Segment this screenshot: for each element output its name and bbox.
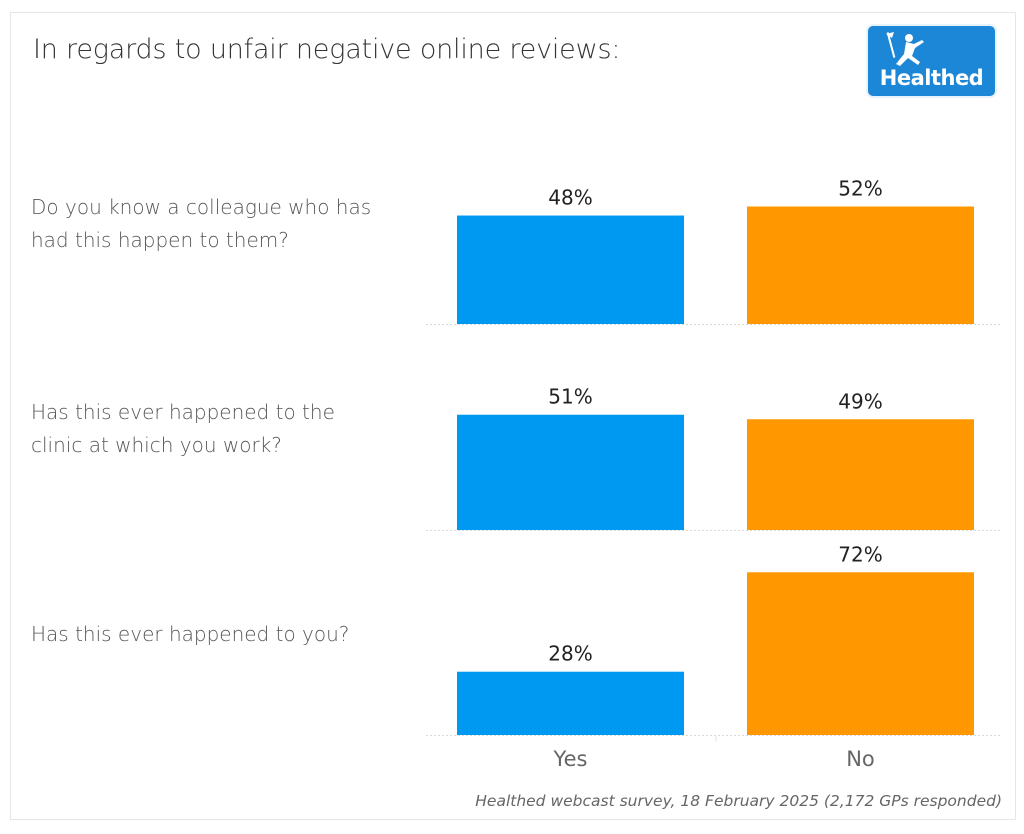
- healthed-logo: Healthed: [866, 24, 997, 98]
- runner-figure-icon: [886, 32, 924, 66]
- bar-1-no: [747, 206, 974, 324]
- question-2-line-2: clinic at which you work?: [31, 433, 282, 457]
- source-note: Healthed webcast survey, 18 February 202…: [475, 792, 1002, 810]
- data-label-2-no: 49%: [838, 389, 882, 413]
- data-label-3-no: 72%: [838, 542, 882, 566]
- data-label-1-yes: 48%: [548, 186, 592, 210]
- question-label-1: Do you know a colleague who has had this…: [31, 191, 371, 257]
- x-tick-label-yes: Yes: [553, 747, 588, 771]
- bar-2-no: [747, 419, 974, 530]
- question-1-line-2: had this happen to them?: [31, 228, 289, 252]
- data-label-3-yes: 28%: [548, 642, 592, 666]
- bar-2-yes: [457, 414, 684, 530]
- bar-1-yes: [457, 215, 684, 324]
- x-tick-label-no: No: [846, 747, 875, 771]
- logo-text: Healthed: [879, 66, 984, 90]
- bar-3-yes: [457, 671, 684, 735]
- question-label-2: Has this ever happened to the clinic at …: [31, 396, 335, 462]
- data-label-1-no: 52%: [838, 176, 882, 200]
- bar-3-no: [747, 572, 974, 735]
- chart-title: In regards to unfair negative online rev…: [33, 34, 621, 65]
- data-label-2-yes: 51%: [548, 385, 592, 409]
- question-2-line-1: Has this ever happened to the: [31, 400, 335, 424]
- question-3-line-1: Has this ever happened to you?: [31, 622, 350, 646]
- question-1-line-1: Do you know a colleague who has: [31, 195, 372, 219]
- question-label-3: Has this ever happened to you?: [31, 618, 349, 651]
